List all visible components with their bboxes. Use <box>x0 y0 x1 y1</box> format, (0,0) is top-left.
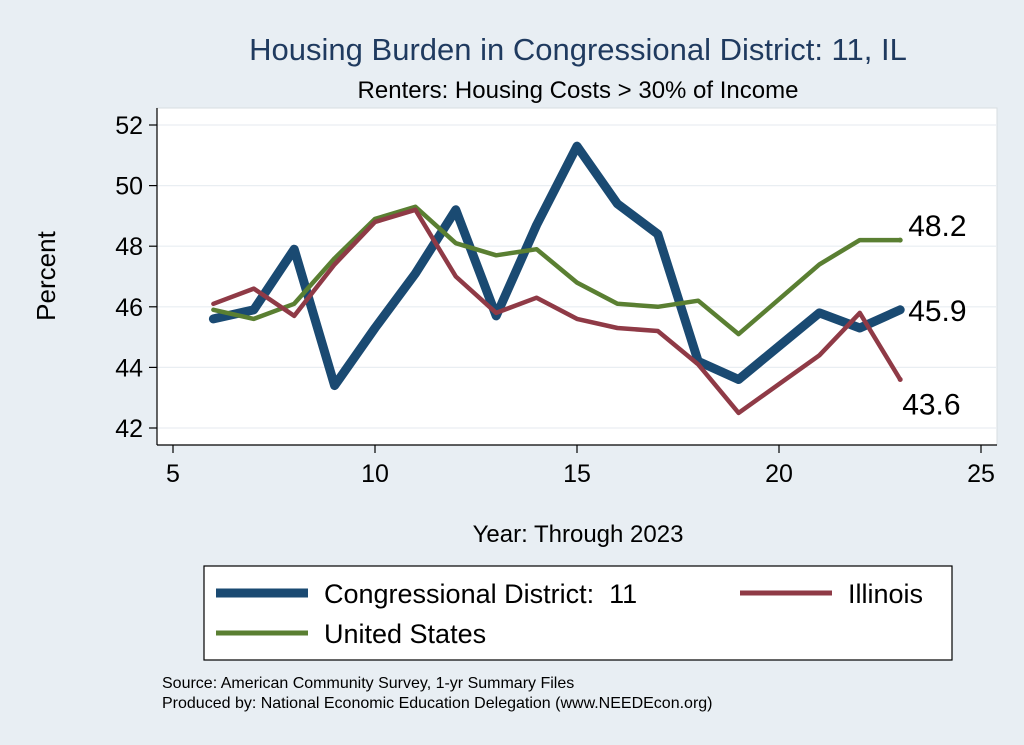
x-tick-label: 5 <box>166 460 180 488</box>
legend-label-district: Congressional District: 11 <box>324 579 637 609</box>
producer-note: Produced by: National Economic Education… <box>162 695 713 712</box>
legend-label-illinois: Illinois <box>848 579 923 609</box>
series-line-illinois <box>211 207 903 416</box>
series-line-district <box>208 141 905 391</box>
y-tick-label: 42 <box>115 415 143 443</box>
end-label-united-states: 48.2 <box>908 210 966 243</box>
end-labels: 45.9 48.2 43.6 <box>897 210 967 422</box>
x-tick-label: 10 <box>361 460 389 488</box>
legend-box <box>203 565 953 661</box>
x-tick-label: 20 <box>765 460 793 488</box>
x-tick-label: 15 <box>563 460 591 488</box>
y-tick-label: 52 <box>115 112 143 140</box>
end-point-illinois <box>897 377 903 383</box>
chart-subtitle: Renters: Housing Costs > 30% of Income <box>358 77 799 104</box>
chart-title: Housing Burden in Congressional District… <box>249 32 907 67</box>
legend-item-illinois: Illinois <box>740 579 923 609</box>
y-tick-label: 50 <box>115 173 143 201</box>
x-tick-label: 25 <box>967 460 995 488</box>
end-point-district <box>897 307 903 313</box>
end-point-united-states <box>897 237 903 243</box>
y-axis-label: Percent <box>31 230 61 320</box>
axis-ticks: 42 44 46 48 50 52 5 10 15 20 25 <box>115 112 995 488</box>
end-label-illinois: 43.6 <box>902 389 960 422</box>
series-line-united-states <box>211 204 903 337</box>
y-tick-label: 44 <box>115 354 143 382</box>
series-lines <box>208 141 905 416</box>
legend-item-district: Congressional District: 11 <box>216 579 637 609</box>
legend-label-united-states: United States <box>324 619 486 649</box>
legend-item-united-states: United States <box>216 619 486 649</box>
y-tick-label: 46 <box>115 294 143 322</box>
y-tick-label: 48 <box>115 233 143 261</box>
plot-area <box>156 107 998 446</box>
end-label-district: 45.9 <box>908 295 966 328</box>
source-note: Source: American Community Survey, 1-yr … <box>162 675 574 692</box>
x-axis-label: Year: Through 2023 <box>473 521 684 548</box>
